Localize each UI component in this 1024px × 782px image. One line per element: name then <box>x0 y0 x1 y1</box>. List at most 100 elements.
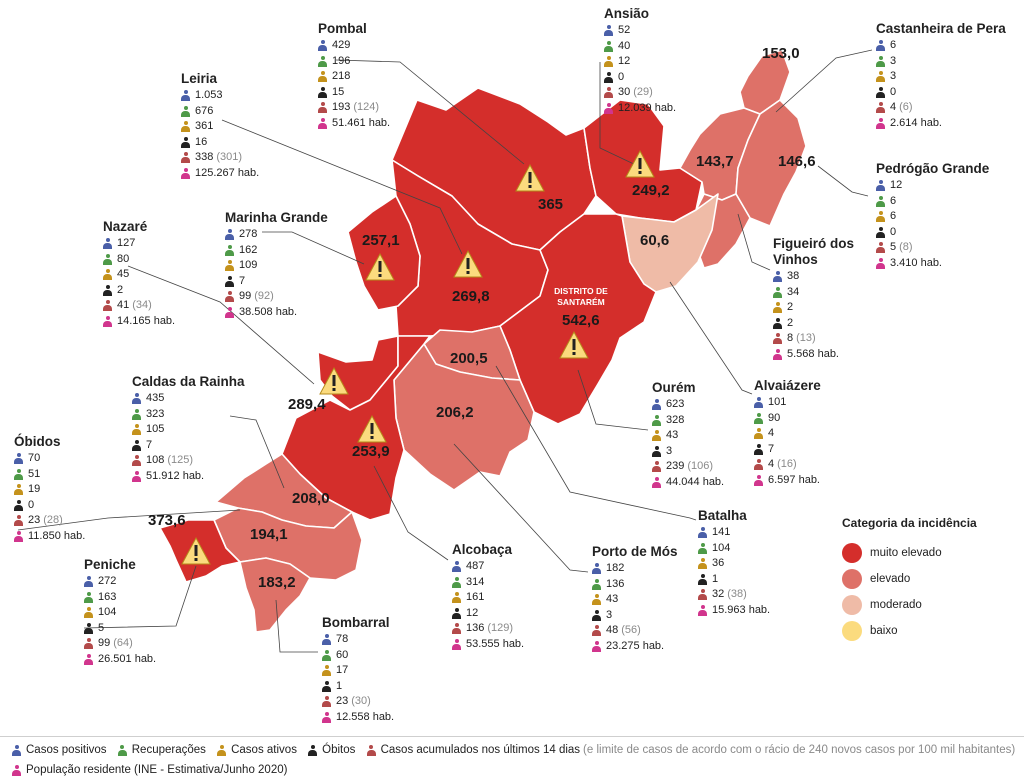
person-black-icon <box>876 86 885 98</box>
person-blue-icon <box>225 229 234 241</box>
info-castanheira: Castanheira de Pera 6 3 3 0 4 (6) 2.614 h… <box>876 21 1006 129</box>
footer-legend: Casos positivos Recuperações Casos ativo… <box>12 742 1023 782</box>
person-green-icon <box>322 649 331 661</box>
person-black-icon <box>876 226 885 238</box>
person-green-icon <box>876 55 885 67</box>
region-marinha[interactable] <box>347 195 421 311</box>
person-yellow-icon <box>452 592 461 604</box>
person-pink-icon <box>132 470 141 482</box>
person-blue-icon <box>698 527 707 539</box>
person-pink-icon <box>84 653 93 665</box>
person-red-icon <box>225 291 234 303</box>
person-blue-icon <box>773 271 782 283</box>
person-black-icon <box>604 71 613 83</box>
person-black-icon <box>592 609 601 621</box>
person-yellow-icon <box>132 424 141 436</box>
municipality-name: Alvaiázere <box>754 378 821 393</box>
municipality-name: Batalha <box>698 508 747 523</box>
person-pink-icon <box>592 640 601 652</box>
person-blue-icon <box>754 397 763 409</box>
person-pink-icon <box>876 257 885 269</box>
legend-item: baixo <box>842 618 977 644</box>
person-red-icon <box>132 455 141 467</box>
person-blue-icon <box>318 40 327 52</box>
person-black-icon <box>14 499 23 511</box>
footer-divider <box>0 736 1024 737</box>
person-blue-icon <box>452 561 461 573</box>
incidence-castanheira: 153,0 <box>762 45 800 62</box>
person-black-icon <box>698 573 707 585</box>
person-pink-icon <box>318 117 327 129</box>
incidence-obidos: 194,1 <box>250 526 288 543</box>
person-red-icon <box>773 333 782 345</box>
person-yellow-icon <box>754 428 763 440</box>
person-pink-icon <box>604 102 613 114</box>
person-pink-icon <box>103 315 112 327</box>
person-black-icon <box>452 607 461 619</box>
person-black-icon <box>652 445 661 457</box>
person-red-icon <box>452 623 461 635</box>
person-pink-icon <box>652 476 661 488</box>
info-leiria: Leiria 1.053 676 361 16 338 (301) 125.267… <box>181 71 260 179</box>
person-pink-icon <box>14 530 23 542</box>
incidence-figueiro: 143,7 <box>696 153 734 170</box>
person-blue-icon <box>103 238 112 250</box>
person-red-icon <box>604 87 613 99</box>
person-black-icon <box>225 275 234 287</box>
leader-lines <box>17 49 873 653</box>
swatch-dot <box>842 543 862 563</box>
person-black-icon <box>132 439 141 451</box>
warning-icon <box>559 330 589 359</box>
info-marinha: Marinha Grande 278 162 109 7 99 (92) 38.5… <box>225 210 328 318</box>
person-pink-icon <box>322 711 331 723</box>
incidence-leiria: 269,8 <box>452 288 490 305</box>
person-yellow-icon <box>103 269 112 281</box>
municipality-name: Pedrógão Grande <box>876 161 990 176</box>
info-ourem: Ourém 623 328 43 3 239 (106) 44.044 hab. <box>652 380 725 488</box>
person-black-icon <box>322 680 331 692</box>
person-yellow-icon <box>14 484 23 496</box>
person-yellow-icon <box>322 665 331 677</box>
person-red-icon <box>14 515 23 527</box>
person-green-icon <box>225 244 234 256</box>
person-black-icon <box>103 284 112 296</box>
person-pink-icon <box>698 604 707 616</box>
incidence-ourem: 542,6 <box>562 312 600 329</box>
info-portodemos: Porto de Mós 182 136 43 3 48 (56) 23.275 … <box>592 544 678 652</box>
person-green-icon <box>14 468 23 480</box>
person-black-icon <box>773 317 782 329</box>
person-yellow-icon <box>217 745 227 756</box>
person-green-icon <box>652 414 661 426</box>
person-pink-icon <box>773 348 782 360</box>
region-bombarral[interactable] <box>239 557 311 633</box>
person-green-icon <box>181 105 190 117</box>
person-blue-icon <box>132 393 141 405</box>
municipality-name: Pombal <box>318 21 367 36</box>
incidence-alcobaca: 253,9 <box>352 443 390 460</box>
person-yellow-icon <box>225 260 234 272</box>
region-pedrogao[interactable] <box>735 99 807 227</box>
info-peniche: Peniche 272 163 104 5 99 (64) 26.501 hab. <box>84 557 157 665</box>
person-green-icon <box>132 408 141 420</box>
region-portodemos[interactable] <box>393 343 535 491</box>
municipality-name: Caldas da Rainha <box>132 374 245 389</box>
person-yellow-icon <box>181 121 190 133</box>
warning-icon <box>319 366 349 395</box>
person-blue-icon <box>12 745 21 756</box>
info-caldas: Caldas da Rainha 435 323 105 7 108 (125) … <box>132 374 245 482</box>
person-green-icon <box>452 576 461 588</box>
incidence-peniche: 373,6 <box>148 512 186 529</box>
info-pombal: Pombal 429 196 218 15 193 (124) 51.461 ha… <box>318 21 391 129</box>
municipality-name: Óbidos <box>14 434 61 449</box>
municipality-name: Marinha Grande <box>225 210 328 225</box>
person-yellow-icon <box>876 71 885 83</box>
person-red-icon <box>366 745 376 756</box>
person-blue-icon <box>322 634 331 646</box>
person-blue-icon <box>14 453 23 465</box>
info-batalha: Batalha 141 104 36 1 32 (38) 15.963 hab. <box>698 508 771 616</box>
person-pink-icon <box>754 474 763 486</box>
person-black-icon <box>181 136 190 148</box>
municipality-name: Porto de Mós <box>592 544 678 559</box>
person-pink-icon <box>181 167 190 179</box>
person-red-icon <box>181 152 190 164</box>
